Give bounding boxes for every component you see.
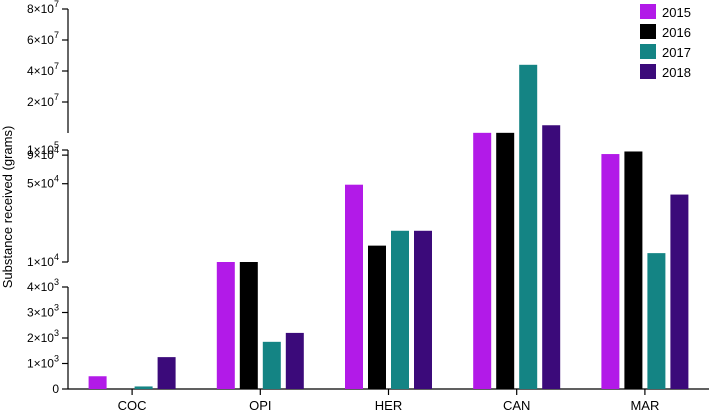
y-axis-ticks: 0 1×103 2×103 3×103 4×103 1×104 5×104 9×1041×10… [27, 0, 68, 396]
legend-swatch-2015 [640, 4, 656, 19]
bar-her-2018 [414, 230, 432, 389]
bar-opi-2015 [216, 262, 235, 389]
legend: 2015 2016 2017 2018 [640, 4, 691, 80]
bar-her-2015 [345, 184, 363, 389]
x-tick-label: HER [375, 398, 402, 413]
bar-opi-2016 [239, 262, 258, 389]
bar-mar-2017 [647, 253, 666, 389]
y-tick-label: 3×103 [27, 303, 59, 320]
bar-can-2015 [473, 132, 492, 390]
y-tick-label: 1×105 [27, 140, 59, 157]
bar-mar-2018 [670, 194, 689, 389]
bar-opi-2017 [262, 341, 281, 389]
y-tick-label: 2×107 [27, 92, 59, 109]
legend-label-2017: 2017 [662, 45, 691, 60]
bar-mar-2016 [624, 151, 643, 389]
x-tick-label: OPI [249, 398, 271, 413]
legend-label-2018: 2018 [662, 65, 691, 80]
y-tick-label: 4×107 [27, 61, 59, 78]
legend-swatch-2017 [640, 44, 656, 59]
y-tick-label: 9×104 [27, 145, 59, 162]
x-tick-label: MAR [630, 398, 659, 413]
bar-her-2016 [368, 245, 386, 389]
y-axis-title: Substance received (grams) [0, 126, 15, 289]
y-tick-label: 0 [52, 382, 59, 396]
bar-coc-2017 [134, 386, 153, 389]
x-tick-label: COC [118, 398, 147, 413]
legend-swatch-2016 [640, 24, 656, 39]
y-tick-label: 1×103 [27, 354, 59, 371]
x-axis-labels: COC OPI HER CAN MAR [118, 389, 659, 413]
y-tick-label: 4×103 [27, 277, 59, 294]
x-tick-label: CAN [503, 398, 530, 413]
y-tick-label: 8×107 [27, 0, 59, 16]
legend-label-2015: 2015 [662, 5, 691, 20]
bar-can-2018 [542, 125, 561, 389]
bar-her-2017 [391, 230, 409, 389]
bar-can-2016 [496, 132, 515, 390]
bar-coc-2018 [157, 357, 176, 389]
y-tick-label: 2×103 [27, 328, 59, 345]
y-tick-label: 6×107 [27, 30, 59, 47]
y-tick-label: 1×104 [27, 252, 59, 269]
legend-label-2016: 2016 [662, 25, 691, 40]
legend-swatch-2018 [640, 64, 656, 79]
bar-coc-2015 [88, 376, 107, 389]
bar-mar-2015 [601, 154, 620, 389]
bars [88, 64, 689, 390]
y-tick-label: 5×104 [27, 174, 59, 191]
bar-can-2017 [519, 64, 538, 390]
y-axis-label: Substance received (grams) [0, 126, 15, 289]
bar-opi-2018 [285, 332, 304, 389]
